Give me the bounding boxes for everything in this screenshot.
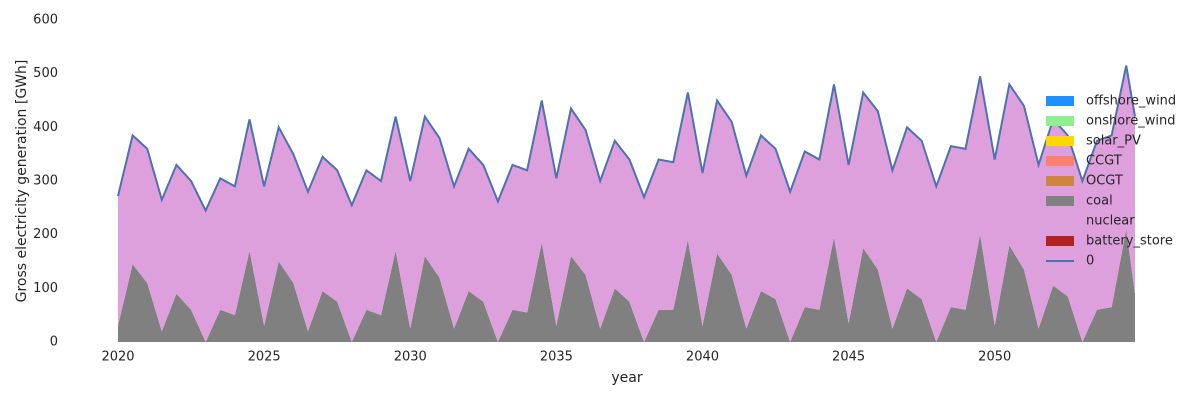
legend-label: solar_PV [1086,134,1141,149]
x-axis-label: year [611,370,642,386]
legend-label: onshore_wind [1086,114,1175,129]
legend-swatch [1046,156,1074,166]
line [117,65,1136,213]
x-tick-label: 2025 [248,350,281,365]
legend-swatch [1046,116,1074,126]
legend-swatch [1046,236,1074,246]
legend-label: nuclear [1086,214,1135,229]
y-tick-label: 500 [33,66,58,81]
x-tick-label: 2045 [832,350,865,365]
y-tick-label: 0 [50,335,58,350]
legend-label: battery_store [1086,234,1173,249]
legend-swatch [1046,136,1074,146]
x-tick-label: 2030 [394,350,427,365]
legend-swatch [1046,216,1074,226]
legend-swatch [1046,96,1074,106]
y-tick-label: 400 [33,120,58,135]
legend-label: coal [1086,194,1113,209]
legend-label: OCGT [1086,174,1123,189]
y-tick-label: 600 [33,13,58,28]
x-tick-label: 2035 [540,350,573,365]
y-axis-label: Gross electricity generation [GWh] [14,60,30,303]
legend-swatch [1046,176,1074,186]
legend-label: offshore_wind [1086,94,1176,109]
legend-label: CCGT [1086,154,1122,169]
x-tick-label: 2040 [686,350,719,365]
area [118,65,1135,342]
legend-label: 0 [1086,254,1094,269]
legend-swatch [1046,196,1074,206]
x-tick-label: 2020 [101,350,134,365]
area [118,229,1135,342]
y-tick-label: 300 [33,174,58,189]
x-tick-label: 2050 [978,350,1011,365]
y-tick-label: 100 [33,281,58,296]
y-tick-label: 200 [33,227,58,242]
